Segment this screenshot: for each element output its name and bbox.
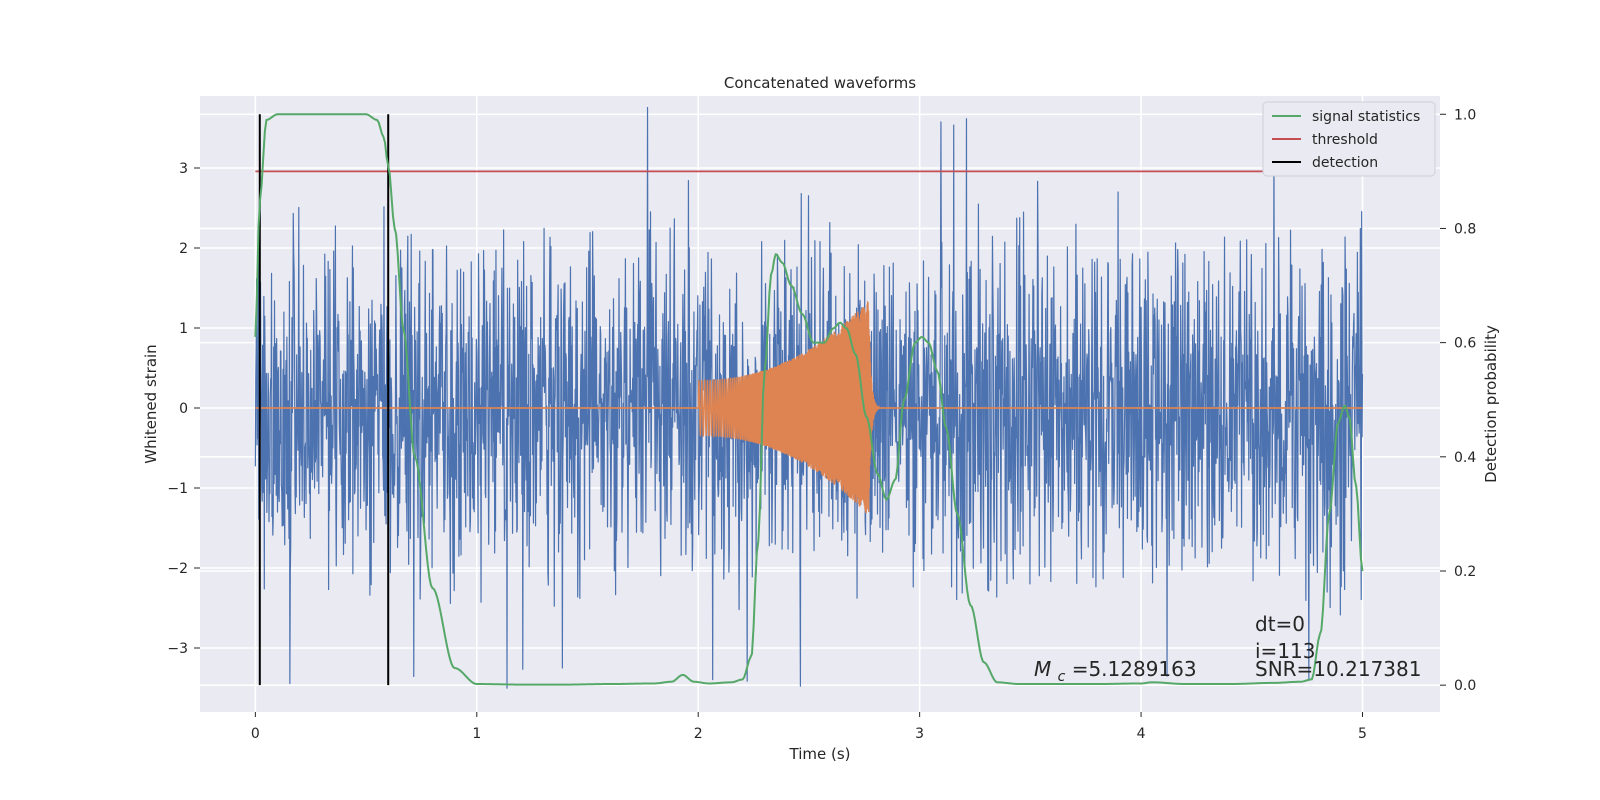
- left-tick-label: −3: [167, 641, 188, 657]
- x-tick-label: 0: [251, 726, 260, 742]
- right-tick-label: 0.2: [1454, 564, 1476, 580]
- left-axis-ticks: −3 −2 −1 0 1 2 3: [167, 161, 200, 657]
- right-tick-label: 0.8: [1454, 221, 1476, 237]
- right-axis-ticks: 0.0 0.2 0.4 0.6 0.8 1.0: [1440, 107, 1476, 694]
- x-axis-ticks: 0 1 2 3 4 5: [251, 712, 1367, 742]
- mc-subscript: c: [1058, 669, 1066, 685]
- snr-annotation: SNR=10.217381: [1255, 657, 1421, 681]
- left-axis-label: Whitened strain: [142, 344, 160, 463]
- legend-threshold-label: threshold: [1312, 132, 1378, 148]
- mc-value: =5.1289163: [1072, 657, 1197, 681]
- legend-signal-statistics-label: signal statistics: [1312, 109, 1420, 125]
- right-tick-label: 1.0: [1454, 107, 1476, 123]
- mc-symbol: M: [1034, 657, 1051, 681]
- right-tick-label: 0.4: [1454, 450, 1476, 466]
- signal-statistics-line: [254, 113, 1364, 686]
- left-tick-label: 3: [179, 161, 188, 177]
- legend-box: [1262, 101, 1436, 177]
- left-tick-label: −1: [167, 481, 188, 497]
- right-axis-label: Detection probability: [1482, 325, 1500, 483]
- mc-annotation: M c =5.1289163: [1034, 657, 1197, 686]
- detection-series: [254, 113, 1385, 686]
- x-tick-label: 2: [694, 726, 703, 742]
- x-tick-label: 3: [915, 726, 924, 742]
- left-tick-label: −2: [167, 561, 188, 577]
- x-tick-label: 1: [472, 726, 481, 742]
- legend: signal statistics threshold detection: [1262, 101, 1436, 177]
- left-tick-label: 1: [179, 321, 188, 337]
- chart-title: Concatenated waveforms: [724, 74, 916, 92]
- index-annotation: i=113: [1255, 639, 1316, 663]
- x-axis-label: Time (s): [789, 745, 851, 763]
- left-tick-label: 2: [179, 241, 188, 257]
- right-tick-label: 0.0: [1454, 678, 1476, 694]
- right-tick-label: 0.6: [1454, 336, 1476, 352]
- template-chirp: [697, 301, 881, 514]
- x-tick-label: 4: [1137, 726, 1146, 742]
- left-tick-label: 0: [179, 401, 188, 417]
- dt-annotation: dt=0: [1255, 612, 1305, 636]
- template-series: [255, 301, 1363, 514]
- legend-detection-label: detection: [1312, 155, 1378, 171]
- x-tick-label: 5: [1358, 726, 1367, 742]
